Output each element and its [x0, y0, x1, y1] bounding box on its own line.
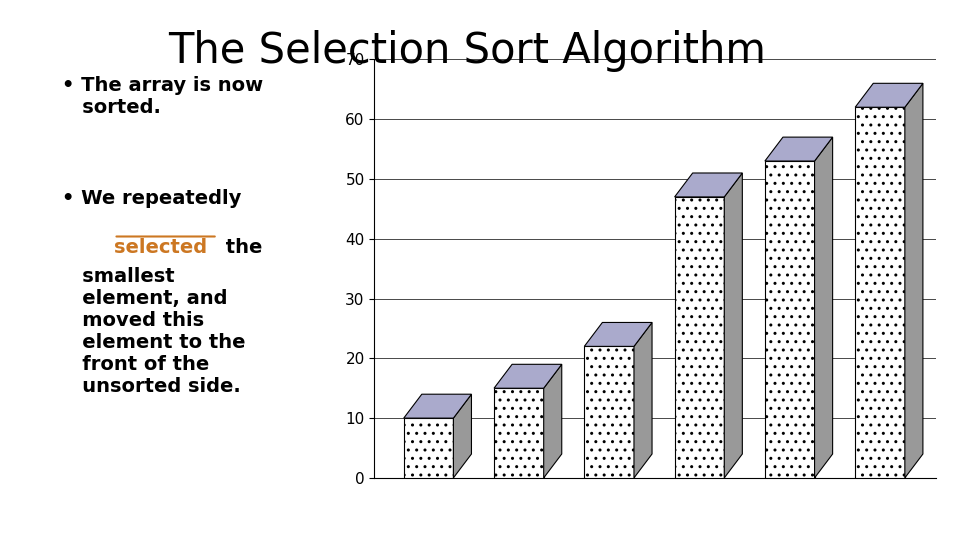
Polygon shape [815, 137, 832, 478]
Polygon shape [905, 83, 923, 478]
Text: [2]: [2] [596, 496, 622, 515]
Bar [675, 197, 724, 478]
Text: [5]: [5] [867, 496, 893, 515]
Polygon shape [453, 394, 471, 478]
Text: the: the [219, 238, 262, 256]
Polygon shape [724, 173, 742, 478]
Text: smallest
   element, and
   moved this
   element to the
   front of the
   unso: smallest element, and moved this element… [62, 267, 246, 396]
Bar [855, 107, 905, 478]
Polygon shape [404, 394, 471, 418]
Polygon shape [634, 322, 652, 478]
Bar [404, 418, 453, 478]
Polygon shape [543, 364, 562, 478]
Bar [494, 388, 543, 478]
Polygon shape [585, 322, 652, 346]
Bar [765, 161, 815, 478]
Polygon shape [675, 173, 742, 197]
Bar [585, 346, 634, 478]
Text: selected: selected [113, 238, 206, 256]
Polygon shape [765, 137, 832, 161]
Text: [1]: [1] [506, 496, 532, 515]
Polygon shape [855, 83, 923, 107]
Text: • We repeatedly: • We repeatedly [62, 190, 242, 208]
Polygon shape [494, 364, 562, 388]
Text: [0]: [0] [416, 496, 442, 515]
Text: • The array is now
   sorted.: • The array is now sorted. [62, 76, 264, 117]
Text: [4]: [4] [777, 496, 803, 515]
Text: The Selection Sort Algorithm: The Selection Sort Algorithm [168, 30, 766, 72]
Text: [3]: [3] [686, 496, 712, 515]
